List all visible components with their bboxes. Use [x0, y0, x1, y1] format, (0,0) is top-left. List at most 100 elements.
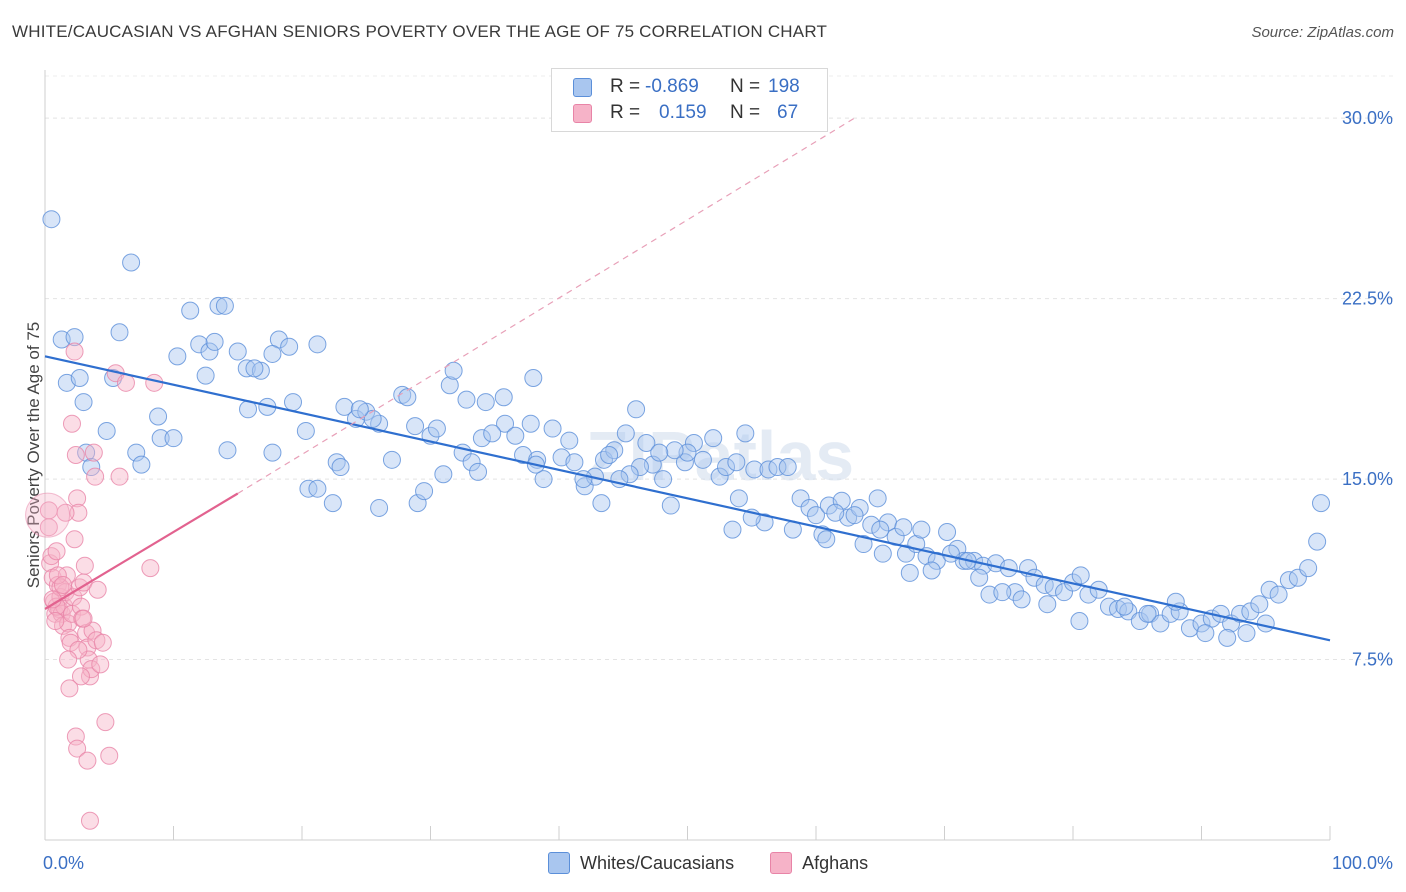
data-point-whites — [620, 465, 639, 484]
data-point-whites — [1130, 612, 1149, 631]
legend-swatch-afghans — [573, 103, 592, 123]
legend-label-afghans: Afghans — [802, 852, 869, 873]
data-point-whites — [807, 506, 825, 525]
legend-swatch-whites — [573, 77, 592, 97]
data-point-whites — [768, 458, 787, 477]
data-point-afghans — [88, 580, 107, 599]
data-point-whites — [308, 479, 327, 498]
data-point-whites — [565, 453, 584, 472]
data-point-whites — [1250, 595, 1269, 614]
data-point-whites — [778, 458, 797, 477]
data-point-whites — [693, 450, 712, 469]
r-label: R = — [610, 102, 641, 123]
x-tick-label: 100.0% — [1332, 853, 1393, 873]
data-point-whites — [1218, 628, 1237, 647]
data-point-afghans — [82, 660, 101, 679]
x-tick-label: 0.0% — [43, 853, 84, 873]
data-point-whites — [82, 458, 101, 477]
series-legend: Whites/Caucasians Afghans — [548, 852, 894, 874]
data-point-whites — [1071, 566, 1090, 585]
data-point-whites — [280, 337, 299, 356]
y-tick-label: 15.0% — [1342, 469, 1393, 489]
data-point-whites — [168, 347, 187, 366]
data-point-whites — [406, 417, 425, 436]
data-point-whites — [717, 458, 736, 477]
n-label: N = — [730, 102, 761, 123]
data-point-whites — [1070, 612, 1089, 631]
data-point-whites — [398, 388, 417, 407]
data-point-whites — [534, 470, 553, 489]
data-point-whites — [215, 296, 234, 315]
data-point-whites — [263, 443, 282, 462]
data-point-whites — [654, 470, 673, 489]
data-point-afghans — [66, 446, 85, 464]
n-label: N = — [730, 76, 761, 97]
data-point-whites — [524, 369, 543, 387]
data-point-whites — [543, 419, 562, 438]
data-point-whites — [296, 421, 315, 440]
data-point-whites — [335, 397, 354, 416]
r-value: 0.159 — [659, 102, 707, 123]
data-point-whites — [1012, 590, 1031, 609]
data-point-whites — [200, 342, 219, 361]
data-point-whites — [868, 489, 887, 508]
data-point-afghans — [59, 650, 78, 669]
chart-title: WHITE/CAUCASIAN VS AFGHAN SENIORS POVERT… — [12, 22, 828, 41]
legend-label-whites: Whites/Caucasians — [580, 852, 735, 873]
data-point-whites — [237, 359, 256, 378]
data-point-whites — [434, 465, 453, 484]
data-point-whites — [415, 482, 434, 501]
data-point-whites — [1260, 580, 1279, 599]
data-point-whites — [627, 400, 646, 419]
data-point-whites — [444, 361, 463, 380]
data-point-whites — [616, 424, 635, 443]
data-point-whites — [427, 419, 446, 438]
data-point-whites — [363, 409, 382, 428]
data-point-afghans — [116, 373, 135, 392]
data-point-whites — [745, 460, 764, 479]
data-point-whites — [900, 563, 919, 582]
data-point-whites — [472, 429, 491, 448]
data-point-whites — [476, 393, 495, 412]
legend-item-whites[interactable]: Whites/Caucasians — [548, 852, 734, 874]
data-point-whites — [127, 443, 146, 462]
data-point-afghans — [71, 667, 90, 686]
y-tick-label: 30.0% — [1342, 108, 1393, 128]
legend-item-afghans[interactable]: Afghans — [770, 852, 868, 874]
data-point-afghans — [74, 609, 93, 628]
data-point-afghans — [53, 575, 72, 594]
data-point-whites — [65, 328, 84, 347]
data-point-whites — [710, 467, 729, 486]
data-point-whites — [723, 520, 742, 539]
data-point-afghans — [48, 566, 67, 585]
data-point-whites — [592, 494, 611, 513]
data-point-whites — [149, 407, 168, 426]
data-point-whites — [209, 296, 228, 315]
data-point-whites — [894, 518, 913, 537]
watermark: ZIPatlas — [586, 417, 854, 495]
data-point-whites — [1237, 624, 1256, 643]
data-point-whites — [1308, 532, 1327, 551]
data-point-whites — [1115, 597, 1134, 616]
data-point-whites — [1006, 583, 1025, 602]
data-point-afghans — [84, 443, 103, 462]
data-point-whites — [826, 503, 845, 522]
r-value: -0.869 — [645, 76, 699, 97]
data-point-whites — [817, 530, 836, 549]
data-point-whites — [1299, 559, 1318, 578]
data-point-whites — [1269, 585, 1288, 604]
data-point-afghans — [110, 467, 129, 486]
data-point-whites — [736, 424, 755, 443]
data-point-whites — [70, 369, 89, 387]
data-point-whites — [97, 421, 116, 440]
data-point-whites — [110, 323, 129, 342]
data-point-whites — [941, 544, 960, 563]
data-point-whites — [218, 441, 237, 460]
data-point-whites — [1256, 614, 1275, 633]
y-tick-label: 7.5% — [1352, 650, 1393, 670]
data-point-whites — [605, 441, 624, 460]
data-point-afghans — [68, 489, 87, 508]
data-point-whites — [845, 506, 864, 525]
data-point-whites — [263, 344, 282, 363]
